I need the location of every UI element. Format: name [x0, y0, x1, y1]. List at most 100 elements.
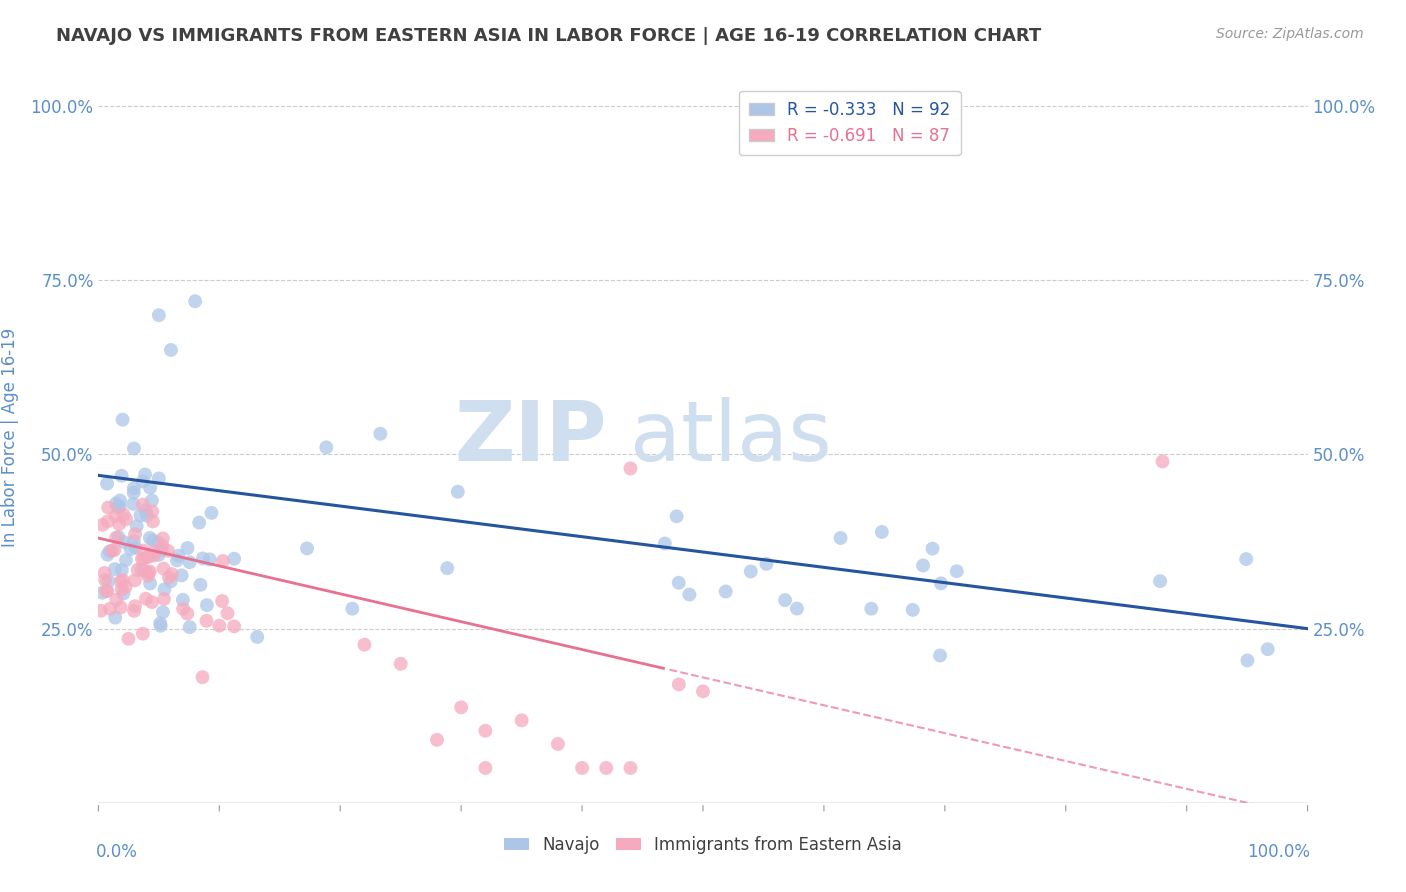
Point — [1236, 653, 1258, 667]
Point — [143, 544, 166, 558]
Point — [786, 601, 808, 615]
Point — [148, 548, 170, 562]
Point — [124, 599, 146, 614]
Point — [860, 601, 883, 615]
Point — [98, 601, 121, 615]
Point — [195, 614, 218, 628]
Point — [389, 657, 412, 671]
Point — [170, 568, 193, 582]
Point — [141, 493, 163, 508]
Point — [111, 582, 134, 597]
Point — [124, 541, 146, 555]
Point — [97, 515, 120, 529]
Point — [200, 506, 222, 520]
Text: atlas: atlas — [630, 397, 832, 477]
Point — [97, 574, 120, 588]
Point — [678, 588, 700, 602]
Point — [353, 638, 375, 652]
Point — [150, 542, 173, 557]
Point — [94, 573, 117, 587]
Point — [510, 714, 533, 728]
Point — [740, 565, 762, 579]
Point — [166, 553, 188, 567]
Point — [654, 536, 676, 550]
Point — [547, 737, 569, 751]
Point — [96, 583, 118, 598]
Point — [90, 604, 112, 618]
Point — [124, 574, 146, 588]
Point — [946, 564, 969, 578]
Point — [295, 541, 318, 556]
Text: ZIP: ZIP — [454, 397, 606, 477]
Point — [107, 530, 129, 544]
Text: NAVAJO VS IMMIGRANTS FROM EASTERN ASIA IN LABOR FORCE | AGE 16-19 CORRELATION CH: NAVAJO VS IMMIGRANTS FROM EASTERN ASIA I… — [56, 27, 1042, 45]
Point — [136, 569, 159, 583]
Point — [101, 543, 124, 558]
Point — [315, 441, 337, 455]
Point — [474, 723, 496, 738]
Point — [870, 524, 893, 539]
Point — [157, 570, 180, 584]
Point — [246, 630, 269, 644]
Point — [195, 598, 218, 612]
Point — [190, 578, 212, 592]
Point — [179, 620, 201, 634]
Point — [115, 512, 138, 526]
Point — [125, 519, 148, 533]
Point — [91, 517, 114, 532]
Point — [1257, 642, 1279, 657]
Point — [450, 700, 472, 714]
Point — [665, 509, 688, 524]
Point — [141, 595, 163, 609]
Point — [142, 533, 165, 548]
Point — [131, 562, 153, 576]
Point — [97, 500, 120, 515]
Point — [120, 542, 142, 557]
Point — [132, 498, 155, 512]
Point — [157, 543, 180, 558]
Point — [211, 594, 233, 608]
Point — [211, 554, 233, 568]
Point — [148, 308, 170, 322]
Point — [131, 552, 153, 566]
Point — [152, 532, 174, 546]
Point — [198, 552, 221, 566]
Text: Source: ZipAtlas.com: Source: ZipAtlas.com — [1216, 27, 1364, 41]
Legend: Navajo, Immigrants from Eastern Asia: Navajo, Immigrants from Eastern Asia — [498, 829, 908, 860]
Point — [176, 607, 198, 621]
Point — [105, 531, 128, 545]
Point — [134, 467, 156, 482]
Point — [108, 517, 131, 532]
Point — [921, 541, 943, 556]
Point — [129, 508, 152, 523]
Point — [167, 549, 190, 563]
Point — [447, 484, 470, 499]
Point — [142, 515, 165, 529]
Point — [107, 500, 129, 515]
Point — [153, 591, 176, 606]
Point — [112, 535, 135, 549]
Point — [224, 619, 246, 633]
Point — [929, 648, 952, 663]
Point — [132, 626, 155, 640]
Point — [370, 426, 392, 441]
Point — [96, 584, 118, 599]
Point — [160, 567, 183, 582]
Point — [619, 761, 641, 775]
Point — [93, 566, 115, 580]
Point — [104, 509, 127, 524]
Point — [136, 508, 159, 523]
Point — [619, 461, 641, 475]
Point — [152, 561, 174, 575]
Point — [1149, 574, 1171, 588]
Point — [426, 732, 449, 747]
Point — [132, 475, 155, 489]
Point — [184, 294, 207, 309]
Point — [104, 610, 127, 624]
Point — [172, 592, 194, 607]
Y-axis label: In Labor Force | Age 16-19: In Labor Force | Age 16-19 — [1, 327, 20, 547]
Point — [342, 601, 364, 615]
Point — [912, 558, 935, 573]
Point — [179, 555, 201, 569]
Point — [595, 761, 617, 775]
